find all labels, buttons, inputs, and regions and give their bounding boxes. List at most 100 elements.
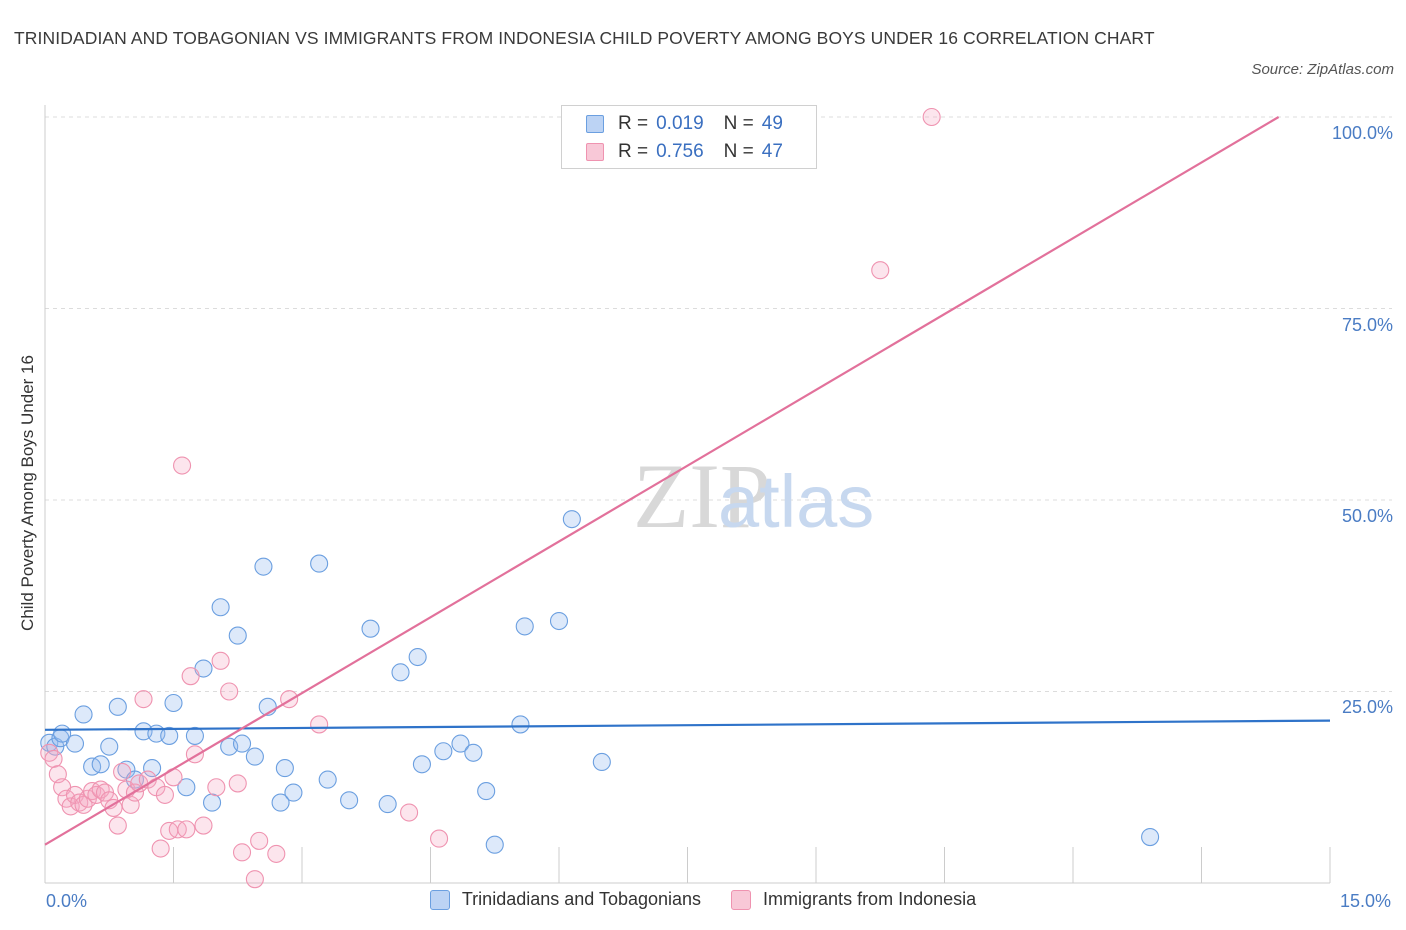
point-trinidadian	[228, 626, 247, 645]
point-indonesia	[430, 829, 449, 848]
legend-label: Immigrants from Indonesia	[763, 889, 977, 909]
point-trinidadian	[284, 783, 303, 802]
point-trinidadian	[562, 510, 581, 529]
watermark-zip: ZIP	[633, 445, 771, 547]
point-trinidadian	[232, 734, 252, 753]
point-trinidadian	[361, 619, 380, 638]
point-trinidadian	[592, 752, 611, 772]
axes	[44, 105, 1331, 884]
point-indonesia	[113, 762, 132, 781]
point-trinidadian	[203, 793, 222, 812]
legend-label: Trinidadians and Tobagonians	[461, 889, 702, 909]
point-trinidadian	[378, 795, 397, 814]
point-trinidadian	[515, 617, 534, 636]
legend-swatch-blue	[586, 115, 604, 133]
legend-r-value: 0.019	[656, 113, 704, 134]
x-tick-15: 15.0%	[1340, 891, 1392, 911]
point-indonesia	[207, 778, 226, 797]
legend-r-value: 0.756	[656, 141, 704, 162]
point-indonesia	[400, 803, 419, 822]
point-indonesia	[267, 844, 286, 863]
point-trinidadian	[160, 726, 179, 745]
point-trinidadian	[434, 742, 453, 761]
legend-r-label: R =	[618, 113, 649, 134]
legend-item-indonesia[interactable]: Immigrants from Indonesia	[731, 889, 976, 910]
point-indonesia	[151, 839, 170, 858]
x-tick-0: 0.0%	[46, 891, 88, 911]
point-indonesia	[922, 107, 941, 127]
point-indonesia	[250, 831, 269, 850]
series-legend: Trinidadians and Tobagonians Immigrants …	[0, 889, 1406, 910]
point-trinidadian	[254, 557, 273, 576]
stats-legend: R = 0.019 N = 49 R = 0.756 N = 47	[561, 105, 817, 169]
point-trinidadian	[391, 663, 410, 682]
point-trinidadian	[549, 611, 569, 631]
data-points	[40, 107, 1160, 889]
legend-swatch-pink	[586, 143, 604, 161]
point-trinidadian	[164, 693, 183, 713]
point-trinidadian	[318, 770, 337, 789]
legend-n-value: 47	[761, 141, 783, 162]
legend-swatch-pink	[731, 889, 752, 910]
source-label: Source: ZipAtlas.com	[1251, 61, 1394, 78]
point-trinidadian	[340, 791, 359, 810]
legend-swatch-blue	[429, 889, 450, 910]
point-trinidadian	[511, 715, 530, 734]
point-trinidadian	[65, 734, 85, 753]
point-trinidadian	[271, 793, 290, 812]
y-tick-75: 75.0%	[1341, 315, 1393, 335]
y-tick-25: 25.0%	[1341, 697, 1393, 717]
chart-title: TRINIDADIAN AND TOBAGONIAN VS IMMIGRANTS…	[14, 28, 1155, 48]
legend-row-series2: R = 0.756 N = 47	[586, 140, 783, 164]
point-trinidadian	[74, 705, 93, 724]
point-indonesia	[177, 820, 196, 839]
point-trinidadian	[100, 737, 119, 756]
point-indonesia	[181, 667, 200, 686]
point-indonesia	[220, 682, 239, 701]
point-indonesia	[245, 870, 264, 889]
legend-item-trinidadians[interactable]: Trinidadians and Tobagonians	[429, 889, 702, 910]
point-indonesia	[232, 843, 252, 862]
point-trinidadian	[1141, 827, 1160, 847]
point-indonesia	[134, 690, 153, 709]
point-indonesia	[211, 651, 230, 670]
point-trinidadian	[310, 554, 329, 573]
point-trinidadian	[275, 759, 294, 778]
legend-r-label: R =	[618, 141, 649, 162]
point-trinidadian	[412, 755, 431, 774]
watermark: ZIP atlas	[633, 445, 874, 547]
point-trinidadian	[245, 747, 264, 766]
point-trinidadian	[211, 598, 230, 617]
point-indonesia	[108, 816, 127, 835]
watermark-atlas: atlas	[718, 460, 874, 543]
point-indonesia	[194, 816, 213, 835]
point-trinidadian	[464, 743, 483, 762]
point-trinidadian	[408, 647, 427, 667]
point-indonesia	[228, 774, 247, 793]
point-trinidadian	[485, 835, 504, 854]
trend-lines	[44, 116, 1331, 846]
legend-n-value: 49	[761, 113, 783, 134]
y-tick-100: 100.0%	[1331, 123, 1393, 143]
point-trinidadian	[91, 755, 110, 774]
point-indonesia	[155, 785, 174, 804]
legend-n-label: N =	[723, 141, 754, 162]
point-trinidadian	[108, 697, 127, 716]
point-trinidadian	[451, 734, 470, 753]
y-tick-50: 50.0%	[1341, 506, 1393, 526]
point-indonesia	[310, 715, 329, 734]
legend-n-label: N =	[723, 113, 754, 134]
legend-row-series1: R = 0.019 N = 49	[586, 112, 783, 136]
point-trinidadian	[477, 782, 496, 801]
point-trinidadian	[177, 778, 196, 797]
point-indonesia	[871, 261, 890, 280]
point-trinidadian	[185, 726, 204, 745]
point-indonesia	[173, 456, 192, 475]
point-trinidadian	[143, 759, 162, 778]
point-indonesia	[44, 749, 63, 768]
gridlines	[45, 116, 1392, 692]
trend-line-trinidadian	[44, 719, 1331, 731]
point-indonesia	[104, 798, 123, 817]
trend-line-indonesia	[44, 116, 1280, 846]
